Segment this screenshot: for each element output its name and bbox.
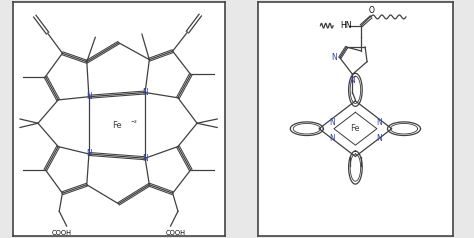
Text: $^{-2}$: $^{-2}$ — [130, 120, 138, 125]
Text: N: N — [142, 154, 148, 163]
Text: HN: HN — [340, 21, 351, 30]
Text: COOH: COOH — [51, 230, 72, 236]
Text: O: O — [369, 6, 375, 15]
Text: N: N — [329, 118, 335, 127]
Text: Fe: Fe — [351, 124, 360, 133]
Text: N: N — [86, 149, 92, 159]
Text: N: N — [331, 53, 337, 62]
Text: COOH: COOH — [166, 230, 186, 236]
Text: N: N — [329, 134, 335, 143]
Text: N: N — [376, 118, 382, 127]
Text: N: N — [142, 88, 148, 97]
Text: N: N — [350, 76, 356, 85]
Text: N: N — [376, 134, 382, 143]
Text: Fe: Fe — [112, 121, 121, 130]
Text: N: N — [86, 92, 92, 101]
